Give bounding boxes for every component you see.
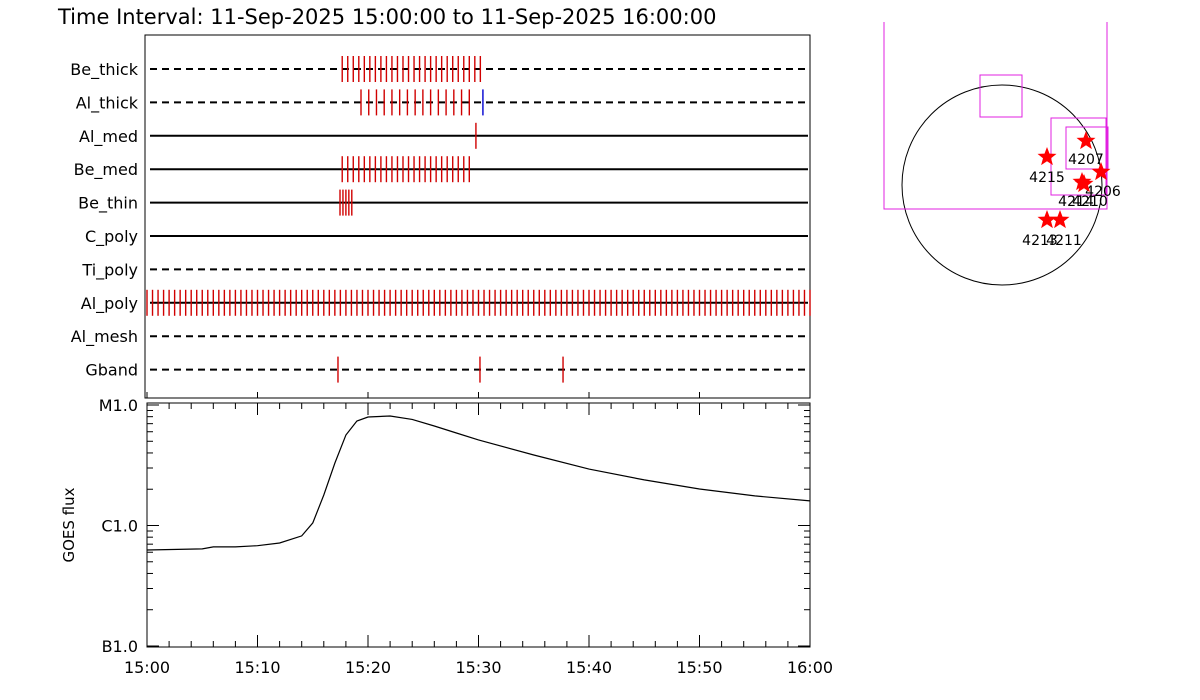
channel-label: Be_thick (70, 60, 138, 80)
fov-box (979, 74, 1023, 118)
region-star (1050, 210, 1070, 229)
timeline-frame (144, 34, 811, 399)
region-label: 4207 (1068, 152, 1104, 168)
fov-box (883, 22, 1108, 210)
chart-title: Time Interval: 11-Sep-2025 15:00:00 to 1… (57, 5, 716, 29)
channel-label: C_poly (85, 227, 138, 247)
y-tick-label: M1.0 (99, 396, 138, 415)
goes-curve (146, 415, 811, 551)
y-tick-label: B1.0 (102, 637, 138, 656)
x-tick-label: 15:50 (676, 658, 722, 677)
channel-label: Al_mesh (71, 327, 138, 347)
region-label: 4215 (1029, 170, 1065, 186)
x-tick-label: 15:20 (345, 658, 391, 677)
region-star (1076, 131, 1096, 150)
channel-label: Ti_poly (81, 260, 138, 280)
channel-label: Al_poly (81, 294, 138, 314)
region-star (1037, 147, 1057, 166)
region-label: 4211 (1046, 233, 1082, 249)
channel-label: Al_thick (76, 93, 139, 113)
channel-label: Al_med (79, 127, 138, 147)
region-label: 4213 (1022, 233, 1058, 249)
x-tick-label: 15:40 (566, 658, 612, 677)
y-tick-label: C1.0 (101, 517, 138, 536)
x-tick-label: 15:30 (455, 658, 501, 677)
region-star (1091, 162, 1111, 181)
y-axis-label: GOES flux (60, 487, 78, 562)
fov-box (1065, 126, 1109, 170)
region-label: 4210 (1072, 194, 1108, 210)
channel-label: Be_med (74, 160, 138, 180)
region-label: 4214 (1058, 194, 1094, 210)
solar-disk (901, 84, 1103, 286)
x-tick-label: 15:10 (234, 658, 280, 677)
region-star (1037, 210, 1057, 229)
x-tick-label: 16:00 (787, 658, 833, 677)
region-label: 4206 (1085, 184, 1121, 200)
channel-label: Gband (85, 361, 138, 380)
region-star (1074, 174, 1094, 193)
channel-label: Be_thin (78, 194, 138, 214)
x-tick-label: 15:00 (124, 658, 170, 677)
